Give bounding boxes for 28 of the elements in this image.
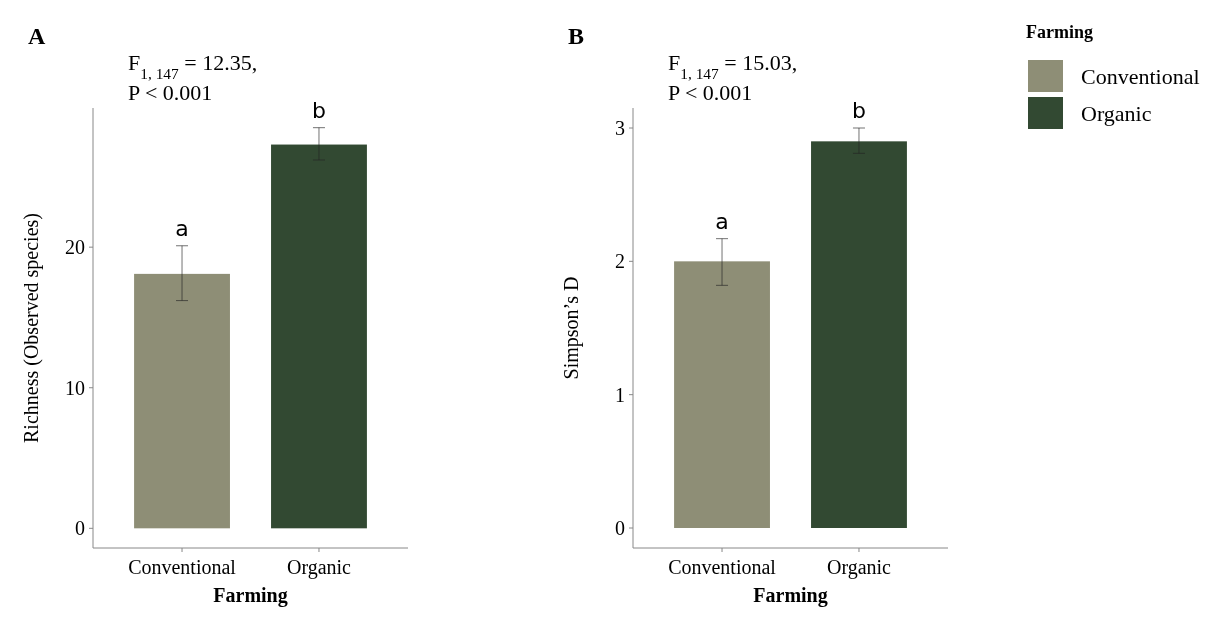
annotation: a (175, 215, 189, 241)
y-tick-label: 0 (615, 517, 625, 539)
x-tick-label: Organic (826, 556, 892, 579)
text: F$_{1, 147}$ = 12.35, (128, 50, 258, 82)
y-tick-label: 3 (615, 117, 625, 139)
text: F$_{1, 147}$ = 15.03, (668, 50, 798, 82)
x-axis-title: Farming (213, 584, 288, 607)
text: P < 0.001 (128, 80, 213, 105)
y-tick-label: 20 (65, 236, 85, 259)
y-tick-label: 0 (75, 517, 85, 540)
legend-title: Farming (1026, 22, 1093, 42)
chart-title: A (28, 23, 46, 49)
x-tick-label: Conventional (128, 556, 237, 578)
y-tick-label: 10 (65, 376, 85, 399)
text: P < 0.001 (668, 80, 753, 105)
annotation: b (851, 98, 866, 123)
chart-title: B (568, 23, 585, 49)
x-tick-label: Conventional (668, 556, 777, 578)
x-tick-label: Organic (286, 556, 352, 579)
y-axis-title: Richness (Observed species) (20, 213, 43, 443)
legend-label: Organic (1081, 100, 1152, 126)
legend-label: Conventional (1081, 63, 1200, 89)
x-axis-title: Farming (753, 584, 828, 607)
annotation: a (715, 208, 729, 234)
y-tick-label: 2 (615, 250, 625, 273)
y-tick-label: 1 (615, 383, 625, 406)
annotation: b (311, 97, 326, 123)
y-axis-title: Simpson’s D (560, 276, 583, 380)
